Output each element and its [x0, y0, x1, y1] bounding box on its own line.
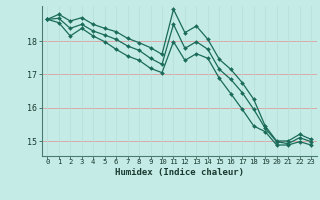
X-axis label: Humidex (Indice chaleur): Humidex (Indice chaleur): [115, 168, 244, 177]
